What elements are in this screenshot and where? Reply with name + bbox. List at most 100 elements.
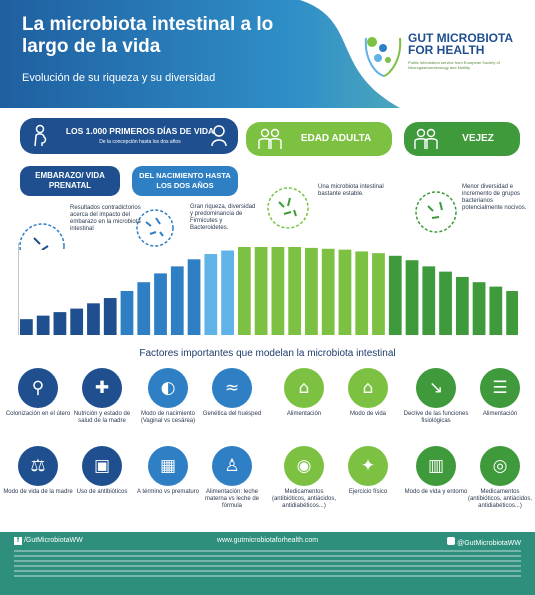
- factor-circle: ✦: [348, 446, 388, 486]
- pill-bottle-icon: ▣: [93, 456, 111, 476]
- bar: [103, 298, 117, 335]
- factor-label: A término vs prematuro: [136, 489, 200, 495]
- bar: [187, 259, 201, 335]
- stage-adult: EDAD ADULTA: [246, 122, 392, 156]
- factor-label: Medicamentos (antibióticos, antiácidos, …: [271, 489, 337, 509]
- stage-old-age-label: VEJEZ: [462, 133, 494, 144]
- bar: [372, 253, 385, 335]
- factor-label: Modo de vida de la madre: [3, 489, 73, 495]
- bar: [271, 247, 285, 335]
- bar: [338, 249, 352, 335]
- factor-label: Uso de antibióticos: [76, 489, 128, 495]
- facebook-icon: f: [14, 537, 22, 545]
- bar: [120, 291, 134, 335]
- bar: [20, 319, 33, 335]
- factor-label: Genética del huésped: [202, 411, 262, 417]
- microbe-illustrations: [19, 187, 457, 250]
- richness-bar-chart: [18, 243, 518, 335]
- factor-circle: ⌂: [348, 368, 388, 408]
- factor-circle: ▣: [82, 446, 122, 486]
- website-link[interactable]: www.gutmicrobiotaforhealth.com: [216, 537, 319, 544]
- baby-bottle-icon: ♙: [224, 456, 240, 476]
- twitter-link[interactable]: @GutMicrobiotaWW: [447, 537, 521, 547]
- elderly-couple-icon: [414, 128, 438, 149]
- header-background: [0, 0, 535, 108]
- bar: [439, 271, 452, 335]
- page-title: La microbiota intestinal a lo largo de l…: [22, 14, 274, 57]
- factor-circle: ⚲: [18, 368, 58, 408]
- factor-circle: ≈: [212, 368, 252, 408]
- factor-circle: ✚: [82, 368, 122, 408]
- bar: [489, 286, 503, 335]
- stage-pregnancy: EMBARAZO/ VIDA PRENATAL: [20, 166, 120, 196]
- stage-adult-label: EDAD ADULTA: [300, 133, 372, 144]
- twitter-handle: @GutMicrobiotaWW: [457, 540, 521, 547]
- bar: [53, 312, 67, 335]
- factor-circle: ♙: [212, 446, 252, 486]
- logo-icon: [364, 37, 402, 77]
- birth-icon: ◐: [160, 378, 176, 398]
- factor-label: Colonización en el útero: [5, 411, 71, 417]
- factors-title: Factores importantes que modelan la micr…: [139, 348, 396, 359]
- bar: [170, 266, 184, 335]
- pills-icon: ◎: [492, 456, 508, 476]
- decline-chart-icon: ↘: [428, 378, 444, 398]
- factor-label: Alimentación: leche materna vs leche de …: [204, 489, 260, 509]
- bar: [87, 303, 100, 335]
- bar: [422, 266, 436, 335]
- bar: [204, 254, 218, 335]
- factor-circle: ↘: [416, 368, 456, 408]
- medicine-icon: ◉: [296, 456, 312, 476]
- factor-label: Modo de vida: [349, 411, 387, 417]
- calendar-icon: ▦: [159, 456, 177, 476]
- note-old-age: Menor diversidad e incremento de grupos …: [462, 184, 527, 211]
- bar: [237, 247, 251, 335]
- factor-label: Modo de nacimiento (Vaginal vs cesárea): [140, 411, 196, 424]
- factor-circle: ☰: [480, 368, 520, 408]
- logo-tagline: Public information service from European…: [408, 60, 500, 70]
- factor-label: Ejercicio físico: [348, 489, 388, 495]
- factor-circle: ⚖: [18, 446, 58, 486]
- header-banner: La microbiota intestinal a lo largo de l…: [0, 0, 535, 108]
- stage-old-age: VEJEZ: [404, 122, 520, 156]
- dna-icon: ≈: [224, 378, 240, 398]
- factor-label: Declive de las funciones fisiológicas: [403, 411, 469, 424]
- factor-label: Alimentación: [286, 411, 322, 417]
- bar: [388, 255, 402, 335]
- uterus-icon: ⚲: [31, 378, 45, 398]
- bar: [472, 282, 486, 335]
- bar: [405, 260, 419, 335]
- mother-health-icon: ✚: [94, 378, 110, 398]
- footer-references: [14, 550, 521, 586]
- bar: [70, 308, 84, 335]
- logo-name: GUT MICROBIOTA FOR HEALTH: [408, 31, 513, 57]
- bar: [355, 251, 369, 335]
- bar: [137, 282, 151, 335]
- bar: [305, 247, 318, 335]
- factor-label: Modo de vida y entorno: [404, 489, 468, 495]
- factor-label: Alimentación: [482, 411, 518, 417]
- stage-pregnancy-label: EMBARAZO/ VIDA PRENATAL: [35, 171, 105, 190]
- factor-label: Nutrición y estado de salud de la madre: [73, 411, 131, 424]
- bar: [506, 291, 518, 335]
- page-subtitle: Evolución de su riqueza y su diversidad: [22, 72, 216, 84]
- factor-circle: ◎: [480, 446, 520, 486]
- stage-first-1000-days: LOS 1.000 PRIMEROS DÍAS DE VIDA De la co…: [20, 118, 238, 154]
- bar: [321, 248, 335, 335]
- stage-birth-label: DEL NACIMIENTO HASTA LOS DOS AÑOS: [139, 171, 231, 190]
- bar: [36, 315, 50, 335]
- twitter-icon: [447, 537, 456, 545]
- exercise-icon: ✦: [360, 456, 376, 476]
- factor-circle: ◉: [284, 446, 324, 486]
- facebook-link[interactable]: f /GutMicrobiotaWW: [14, 537, 83, 545]
- note-adult: Una microbiota intestinal bastante estab…: [318, 184, 384, 197]
- stage-first-1000-sublabel: De la concepción hasta los dos años: [99, 139, 181, 145]
- lifestyle-icon: ⌂: [362, 378, 374, 398]
- stage-first-1000-label: LOS 1.000 PRIMEROS DÍAS DE VIDA: [65, 126, 215, 136]
- footer: f /GutMicrobiotaWW www.gutmicrobiotaforh…: [0, 532, 535, 595]
- stage-birth-to-two: DEL NACIMIENTO HASTA LOS DOS AÑOS: [132, 166, 238, 196]
- clipboard-food-icon: ☰: [492, 378, 508, 398]
- factor-circle: ▦: [148, 446, 188, 486]
- adults-icon: [258, 128, 282, 149]
- food-icon: ⌂: [298, 378, 310, 398]
